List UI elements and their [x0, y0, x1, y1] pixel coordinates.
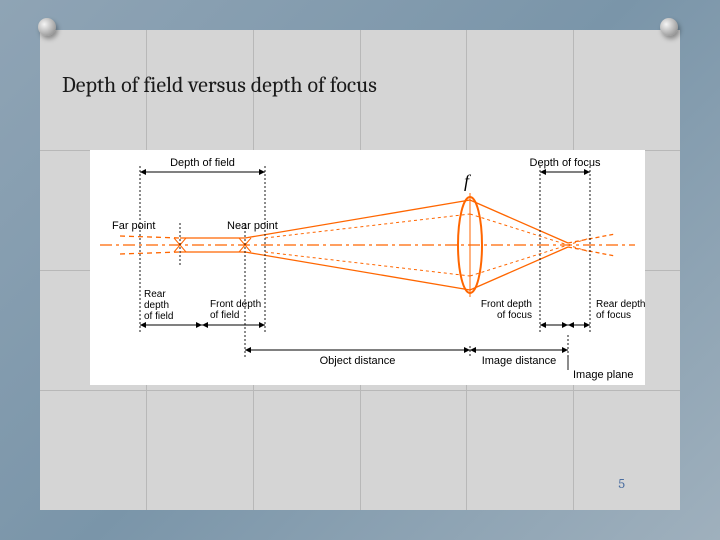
svg-text:Far point: Far point	[112, 220, 155, 232]
page-number: 5	[618, 475, 625, 492]
svg-text:Depth of field: Depth of field	[170, 157, 235, 169]
svg-text:Image distance: Image distance	[482, 355, 557, 367]
grid-h	[40, 390, 680, 391]
svg-text:Front depth: Front depth	[210, 299, 261, 310]
svg-text:of focus: of focus	[497, 310, 532, 321]
optics-diagram: Depth of field Depth of focus Far point Nea…	[90, 150, 645, 385]
svg-text:Rear: Rear	[144, 289, 166, 300]
svg-text:of field: of field	[144, 311, 173, 322]
svg-text:of focus: of focus	[596, 310, 631, 321]
svg-text:Image plane: Image plane	[573, 369, 634, 381]
svg-text:Front depth: Front depth	[481, 299, 532, 310]
svg-text:Near point: Near point	[227, 220, 278, 232]
svg-text:f: f	[464, 171, 472, 191]
slide-title: Depth of field versus depth of focus	[62, 72, 377, 98]
slide-card: Depth of field versus depth of focus Dep…	[40, 30, 680, 510]
svg-text:Rear depth: Rear depth	[596, 299, 645, 310]
svg-text:of field: of field	[210, 310, 239, 321]
svg-text:depth: depth	[144, 300, 169, 311]
pushpin-icon	[660, 18, 678, 36]
svg-text:Object distance: Object distance	[320, 355, 396, 367]
pushpin-icon	[38, 18, 56, 36]
svg-text:Depth of focus: Depth of focus	[530, 157, 601, 169]
